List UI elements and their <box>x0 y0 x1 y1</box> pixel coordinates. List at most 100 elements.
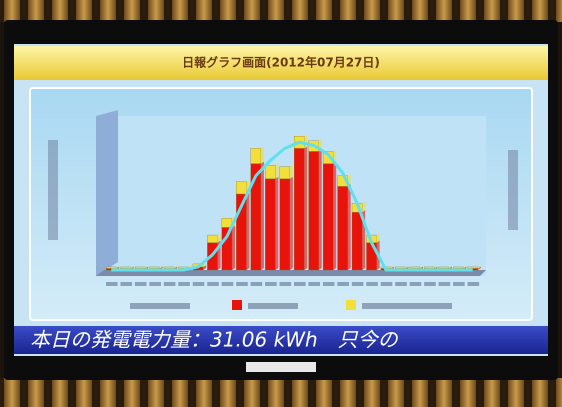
bar-side <box>434 264 438 269</box>
x-tick-label <box>366 282 378 286</box>
x-tick-label <box>106 282 118 286</box>
bar-segment <box>279 166 290 179</box>
plot <box>96 134 486 286</box>
bar-segment <box>149 266 160 269</box>
bar-side <box>376 233 380 243</box>
legend-entry <box>248 303 298 309</box>
x-tick-label <box>134 282 147 286</box>
bar-segment <box>265 178 276 271</box>
x-tick-label <box>236 282 248 286</box>
x-tick-label <box>149 282 161 286</box>
x-tick-label <box>265 282 277 286</box>
x-tick-label <box>120 282 133 286</box>
x-tick-label <box>322 282 335 286</box>
legend-entry <box>362 303 452 309</box>
x-tick-label <box>351 282 364 286</box>
bar-segment <box>265 164 276 179</box>
bar-side <box>289 176 293 270</box>
y-axis-title <box>48 140 58 240</box>
x-tick-label <box>221 282 234 286</box>
bar-side <box>231 225 235 270</box>
y2-axis-title <box>508 150 518 230</box>
bar-segment <box>438 266 450 269</box>
legend-entry <box>130 303 190 309</box>
bar-side <box>217 233 221 243</box>
legend-swatch <box>346 300 356 310</box>
bar-segment <box>106 266 117 269</box>
bar-side <box>145 264 149 269</box>
bar-side <box>477 264 481 269</box>
bar-side <box>448 264 452 269</box>
bar-side <box>347 184 351 270</box>
bar-segment <box>236 181 247 195</box>
bar-side <box>116 264 120 269</box>
title: 日報グラフ画面(2012年07月27日) <box>182 55 380 70</box>
x-tick-label <box>207 282 219 286</box>
bar-segment <box>395 266 406 269</box>
x-tick-label <box>424 282 436 286</box>
x-tick-label <box>192 282 205 286</box>
bar-side <box>289 164 293 179</box>
x-tick-label <box>380 282 393 286</box>
x-tick-label <box>163 282 176 286</box>
x-tick-label <box>294 282 306 286</box>
bar-side <box>159 264 163 269</box>
bar-side <box>203 261 207 267</box>
bar-side <box>246 192 250 270</box>
bar-segment <box>337 186 348 271</box>
bar-segment <box>207 234 218 243</box>
bar-segment <box>250 163 262 271</box>
bar-side <box>174 264 178 269</box>
x-tick-label <box>337 282 349 286</box>
bar-segment <box>134 266 146 269</box>
ticker-text: 本日の発電電力量：31.06 kWh 只今の <box>30 328 399 352</box>
bar-segment <box>453 266 464 269</box>
bar-side <box>405 264 409 269</box>
x-tick-label <box>250 282 263 286</box>
bar-segment <box>120 266 131 269</box>
bar-side <box>304 146 308 270</box>
bar-side <box>362 201 366 213</box>
x-tick-label <box>279 282 292 286</box>
bar-segment <box>294 148 305 271</box>
bar-segment <box>163 266 175 269</box>
bar-side <box>391 264 395 269</box>
bar-side <box>419 264 423 269</box>
bar-side <box>318 149 322 270</box>
plot-side-wall <box>96 110 118 276</box>
bar-side <box>260 161 264 270</box>
bar-side <box>275 176 279 270</box>
bar-segment <box>409 266 421 269</box>
bar-side <box>275 163 279 179</box>
bar-side <box>477 266 481 270</box>
bar-segment <box>424 266 435 269</box>
x-tick-label <box>453 282 465 286</box>
bar-segment <box>351 212 363 271</box>
wall-top <box>0 0 562 22</box>
ticker-bar <box>14 326 548 354</box>
bar-side <box>333 161 337 270</box>
bar-segment <box>308 151 319 271</box>
title-bar <box>14 46 548 80</box>
x-tick-label <box>395 282 407 286</box>
wall-bottom <box>0 378 562 407</box>
x-tick-label <box>438 282 451 286</box>
bar-segment <box>279 178 290 271</box>
bar-segment <box>467 266 478 269</box>
bar-side <box>203 264 207 270</box>
x-tick-label <box>409 282 422 286</box>
x-tick-label <box>467 282 480 286</box>
bar-segment <box>322 163 334 271</box>
legend-swatch <box>232 300 242 310</box>
bar-side <box>463 264 467 269</box>
bar-segment <box>250 148 262 164</box>
bar-side <box>260 146 264 164</box>
line-series <box>111 140 473 272</box>
x-tick-label <box>308 282 321 286</box>
nameplate <box>246 362 316 372</box>
x-tick-label <box>178 282 190 286</box>
bar-side <box>304 134 308 149</box>
bar-side <box>130 264 134 269</box>
